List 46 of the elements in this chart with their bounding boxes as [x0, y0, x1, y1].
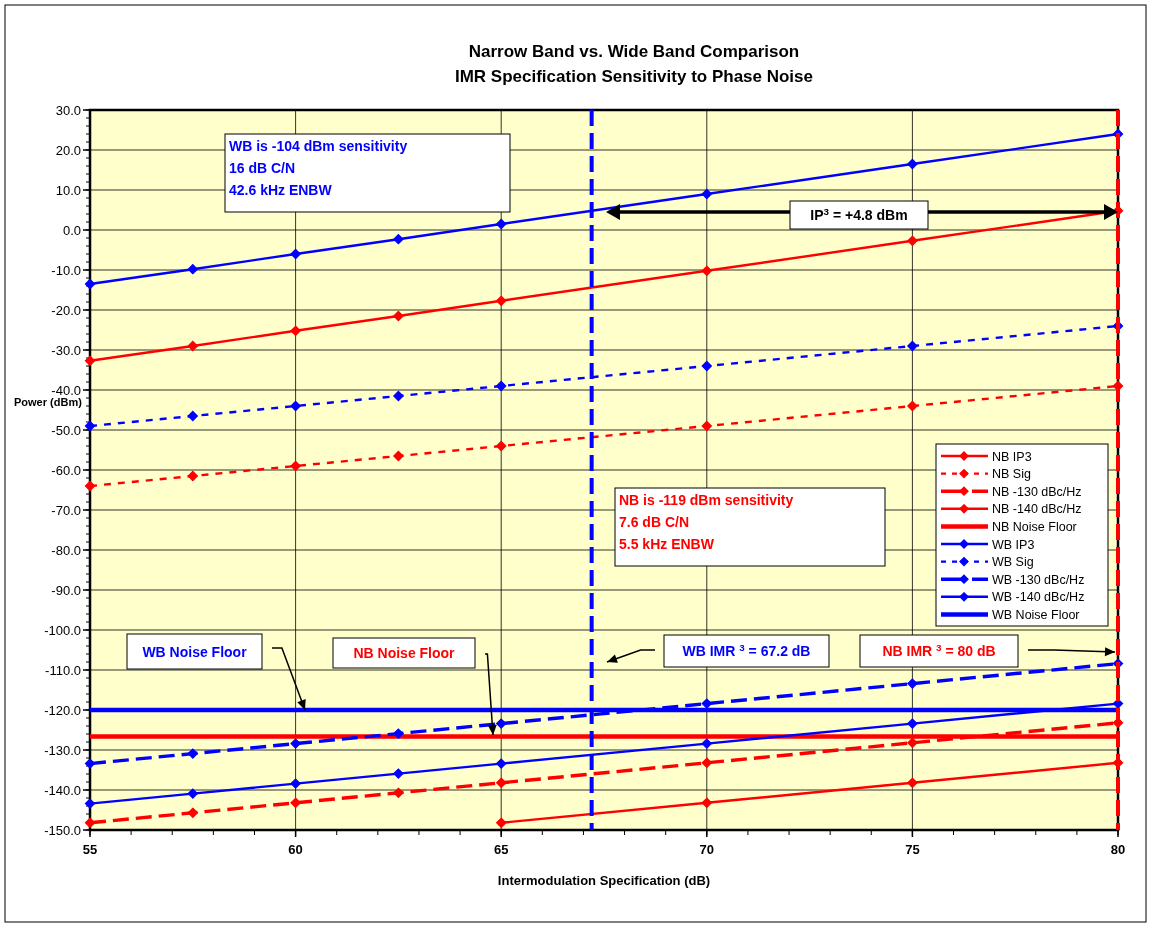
legend-label: WB -130 dBc/Hz: [992, 572, 1085, 587]
y-tick-label: -50.0: [51, 422, 81, 438]
legend-label: WB Noise Floor: [992, 607, 1080, 622]
y-axis-title: Power (dBm): [14, 396, 83, 408]
annotation: WB IMR $^{3}$ = 67.2 dB: [682, 641, 811, 659]
y-tick-label: -120.0: [44, 702, 81, 718]
annotation: IP$^{3}$ = +4.8 dBm: [810, 205, 908, 223]
annotation: WB is -104 dBm sensitivity 16 dB C/N 42.6 kHz ENBW: [229, 138, 408, 198]
annotation: NB is -119 dBm sensitivity 7.6 dB C/N 5.5 kHz ENBW: [619, 492, 794, 552]
x-tick-label: 55: [82, 842, 98, 857]
y-tick-label: -110.0: [45, 662, 81, 678]
y-tick-label: 20.0: [55, 142, 81, 158]
y-tick-label: -30.0: [51, 342, 81, 358]
legend-label: NB Sig: [992, 467, 1031, 482]
legend-label: NB IP3: [992, 449, 1032, 464]
x-tick-label: 75: [905, 842, 920, 857]
y-tick-label: -10.0: [51, 262, 81, 278]
x-tick-label: 65: [493, 842, 509, 857]
y-tick-label: -140.0: [44, 782, 81, 798]
annotation: NB Noise Floor: [353, 645, 456, 661]
chart-title: Narrow Band vs. Wide Band Comparison: [468, 42, 800, 61]
y-tick-label: -90.0: [51, 582, 81, 598]
y-tick-label: -150.0: [44, 822, 81, 838]
y-tick-label: 0.0: [62, 222, 81, 238]
y-tick-label: -130.0: [44, 742, 81, 758]
annotation: NB IMR $^{3}$ = 80 dB: [882, 641, 996, 659]
x-tick-label: 60: [288, 842, 303, 857]
legend-label: WB -140 dBc/Hz: [992, 590, 1085, 605]
y-tick-label: -100.0: [44, 622, 81, 638]
legend-label: NB Noise Floor: [992, 519, 1077, 534]
x-tick-label: 80: [1110, 842, 1126, 857]
chart-subtitle: IMR Specification Sensitivity to Phase Noise: [454, 67, 814, 86]
annotation: WB Noise Floor: [142, 643, 248, 660]
y-tick-label: -70.0: [51, 502, 81, 518]
y-tick-label: -80.0: [51, 542, 81, 558]
legend-label: NB -130 dBc/Hz: [992, 484, 1082, 499]
y-tick-label: -40.0: [51, 382, 81, 398]
legend-label: NB -140 dBc/Hz: [992, 502, 1082, 517]
y-tick-label: -60.0: [51, 462, 81, 478]
legend-label: WB IP3: [992, 537, 1035, 552]
x-tick-label: 70: [699, 842, 715, 857]
y-tick-label: 10.0: [55, 182, 81, 198]
x-axis-title: Intermodulation Specification (dB): [497, 873, 711, 888]
legend-label: WB Sig: [992, 555, 1034, 570]
y-tick-label: 30.0: [55, 102, 81, 118]
y-tick-label: -20.0: [51, 302, 81, 318]
